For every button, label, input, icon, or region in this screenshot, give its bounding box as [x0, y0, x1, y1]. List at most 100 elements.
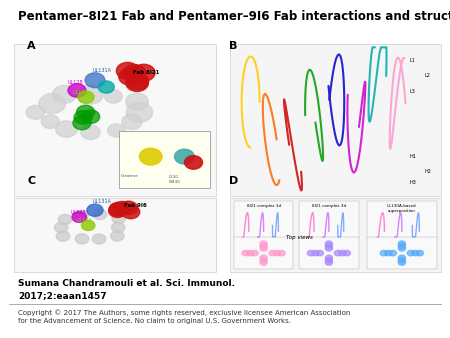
Circle shape: [78, 91, 94, 103]
Circle shape: [109, 202, 127, 216]
Text: 8I21 complex 3d: 8I21 complex 3d: [312, 204, 346, 208]
Circle shape: [343, 250, 351, 256]
Circle shape: [325, 255, 333, 261]
Text: Fab 8I21: Fab 8I21: [133, 70, 160, 74]
Circle shape: [398, 243, 405, 249]
Circle shape: [269, 250, 276, 256]
Circle shape: [104, 90, 122, 103]
Circle shape: [334, 250, 342, 256]
Circle shape: [339, 250, 346, 256]
Text: L3: L3: [410, 89, 415, 94]
Circle shape: [242, 250, 249, 256]
Circle shape: [175, 149, 194, 164]
Circle shape: [260, 258, 267, 263]
Circle shape: [74, 111, 92, 124]
Circle shape: [380, 250, 387, 256]
Circle shape: [41, 115, 59, 128]
Circle shape: [112, 213, 126, 223]
Circle shape: [72, 212, 86, 222]
Text: Copyright © 2017 The Authors, some rights reserved, exclusive licensee American : Copyright © 2017 The Authors, some right…: [18, 310, 351, 324]
Circle shape: [126, 93, 148, 110]
Circle shape: [75, 234, 89, 244]
Circle shape: [53, 86, 76, 103]
Circle shape: [108, 204, 126, 217]
Circle shape: [81, 220, 95, 231]
Circle shape: [58, 214, 72, 224]
Circle shape: [117, 63, 139, 79]
Circle shape: [398, 246, 405, 251]
Circle shape: [312, 250, 319, 256]
Circle shape: [307, 250, 315, 256]
Circle shape: [54, 222, 68, 233]
Circle shape: [260, 255, 267, 261]
Circle shape: [126, 73, 148, 90]
Circle shape: [119, 68, 141, 85]
Circle shape: [81, 125, 100, 140]
Text: UL130: UL130: [72, 90, 88, 95]
Circle shape: [133, 64, 155, 81]
Circle shape: [398, 258, 405, 263]
Bar: [367, 201, 437, 239]
Circle shape: [120, 201, 138, 215]
Circle shape: [123, 65, 146, 81]
Circle shape: [112, 222, 125, 233]
Circle shape: [260, 241, 267, 246]
Circle shape: [325, 260, 333, 265]
Text: UL130: UL130: [77, 218, 93, 223]
Circle shape: [108, 124, 126, 137]
Bar: [119, 131, 210, 189]
Circle shape: [126, 102, 153, 122]
Circle shape: [85, 73, 105, 88]
Text: UL128: UL128: [70, 210, 86, 215]
Circle shape: [412, 250, 419, 256]
Circle shape: [82, 110, 100, 123]
Circle shape: [260, 243, 267, 249]
Circle shape: [325, 258, 333, 263]
Text: C: C: [27, 176, 35, 186]
Text: Creatme: Creatme: [121, 174, 139, 178]
Circle shape: [76, 105, 94, 119]
Text: H3: H3: [410, 180, 416, 185]
Bar: [14, 44, 216, 196]
Text: D: D: [230, 176, 239, 186]
Bar: [367, 238, 437, 269]
Bar: [234, 238, 293, 269]
Text: L1: L1: [410, 58, 415, 63]
Circle shape: [93, 210, 107, 220]
Bar: [14, 198, 216, 272]
Circle shape: [398, 255, 405, 261]
Circle shape: [75, 210, 88, 220]
Circle shape: [247, 250, 254, 256]
Circle shape: [39, 94, 66, 114]
Text: Pentamer–8I21 Fab and Pentamer–9I6 Fab interactions and structural superposition: Pentamer–8I21 Fab and Pentamer–9I6 Fab i…: [18, 10, 450, 23]
Bar: [230, 44, 441, 196]
Circle shape: [416, 250, 423, 256]
Circle shape: [325, 241, 333, 246]
Circle shape: [325, 243, 333, 249]
Text: L2: L2: [424, 73, 430, 78]
Text: H2: H2: [424, 169, 431, 174]
Text: B: B: [230, 41, 238, 51]
Circle shape: [260, 260, 267, 265]
Text: L130
W130: L130 W130: [169, 175, 181, 184]
Text: UL130A-based
superposition: UL130A-based superposition: [387, 204, 417, 213]
Circle shape: [55, 121, 77, 137]
Circle shape: [26, 105, 45, 119]
Circle shape: [385, 250, 392, 256]
Circle shape: [98, 81, 114, 93]
Circle shape: [278, 250, 285, 256]
Bar: [230, 198, 441, 272]
Circle shape: [122, 114, 142, 129]
Circle shape: [184, 156, 202, 169]
Circle shape: [122, 205, 140, 219]
Circle shape: [87, 204, 103, 216]
Text: Sumana Chandramouli et al. Sci. Immunol.
2017;2:eaan1457: Sumana Chandramouli et al. Sci. Immunol.…: [18, 279, 235, 300]
Bar: [299, 238, 359, 269]
Text: UL131A: UL131A: [93, 199, 112, 204]
Circle shape: [111, 231, 124, 241]
Circle shape: [316, 250, 324, 256]
Circle shape: [73, 116, 91, 130]
Text: UL131A: UL131A: [93, 68, 112, 73]
Circle shape: [68, 84, 86, 97]
Text: H1: H1: [410, 154, 416, 159]
